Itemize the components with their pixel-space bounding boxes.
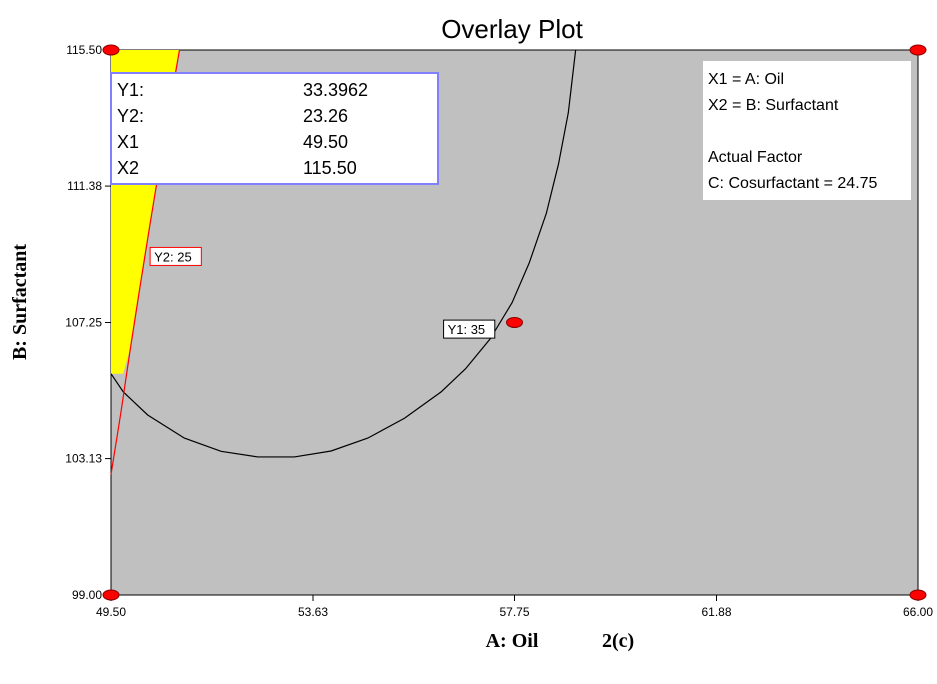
contour-label: Y1: 35 (448, 322, 486, 337)
x-tick-label: 57.75 (499, 605, 529, 619)
x-tick-label: 61.88 (701, 605, 731, 619)
design-point (909, 44, 927, 56)
y-tick-label: 103.13 (65, 452, 102, 466)
chart-title: Overlay Plot (441, 14, 583, 44)
contour-label-box (149, 246, 202, 266)
axis-ticks: 49.50 53.63 57.75 61.88 66.00 99.00 103.13 107.… (65, 43, 933, 619)
y-tick-label: 107.25 (65, 316, 102, 330)
flag-row-label: X2 (117, 158, 139, 178)
y-axis-label: B: Surfactant (9, 244, 31, 360)
contour-label: Y2: 25 (154, 249, 192, 264)
y-tick-label: 115.50 (66, 43, 102, 57)
x-tick-label: 53.63 (298, 605, 328, 619)
flag-row-value: 49.50 (303, 132, 348, 152)
design-point (909, 589, 927, 601)
flag-row-value: 23.26 (303, 106, 348, 126)
contour-labels: Y1: 35 Y2: 25 (149, 246, 496, 339)
flag-row-value: 33.3962 (303, 80, 368, 100)
design-point (102, 44, 120, 56)
y-tick-label: 99.00 (72, 588, 102, 602)
contour-line (110, 49, 577, 458)
flag-box: Y1: 33.3962 Y2: 23.26 X1 49.50 X2 115.50 (110, 72, 439, 185)
contour-label-box (443, 319, 496, 339)
legend-line: C: Cosurfactant = 24.75 (708, 175, 878, 192)
flag-row-label: Y1: (117, 80, 144, 100)
figure-caption: 2(c) (602, 630, 634, 652)
design-point (102, 589, 120, 601)
legend-line: X1 = A: Oil (708, 71, 784, 88)
legend-line: Actual Factor (708, 149, 803, 166)
design-point (506, 317, 523, 328)
y-tick-label: 111.38 (67, 179, 102, 193)
design-points (102, 44, 927, 601)
x-tick-label: 66.00 (903, 605, 933, 619)
flag-row-value: 115.50 (303, 158, 357, 178)
legend-box: X1 = A: Oil X2 = B: Surfactant Actual Fa… (703, 61, 911, 200)
legend-line: X2 = B: Surfactant (708, 97, 839, 114)
flag-row-label: X1 (117, 132, 139, 152)
flag-row-label: Y2: (117, 106, 144, 126)
x-tick-label: 49.50 (96, 605, 126, 619)
x-axis-label: A: Oil (486, 630, 539, 652)
